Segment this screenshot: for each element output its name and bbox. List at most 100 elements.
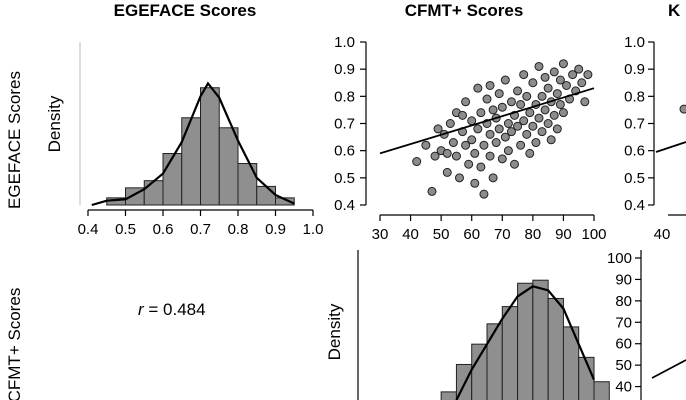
x-tick-label: 0.4	[78, 221, 99, 238]
scatter-point	[491, 138, 501, 148]
scatter-point	[433, 124, 443, 134]
scatter-point	[525, 108, 535, 118]
x-tick-label: 30	[372, 226, 389, 243]
scatter-point	[448, 138, 458, 148]
third-column-partial: 0.4 0.5 0.6 0.7 0.8 0.9 1.0 40	[624, 34, 686, 243]
scatter-point	[561, 80, 571, 90]
scatter-point	[470, 178, 480, 188]
regression-line	[651, 359, 686, 379]
y-tick-label: 100	[607, 250, 632, 267]
scatter-point	[528, 78, 538, 88]
header-egeface: EGEFACE Scores	[114, 1, 257, 20]
scatter-point	[506, 97, 516, 107]
scatter-point	[574, 64, 584, 74]
density-curve	[455, 285, 596, 400]
histogram-bar	[162, 153, 183, 206]
correlation-value: = 0.484	[144, 300, 206, 319]
y-tick-label: 0.8	[624, 88, 645, 105]
histogram-bar	[181, 117, 201, 206]
scatter-point	[510, 159, 520, 169]
y-tick-label: 1.0	[334, 34, 355, 51]
y-tick-label: 90	[615, 271, 632, 288]
scatter-point	[522, 91, 532, 101]
row-label-egeface: EGEFACE Scores	[5, 71, 24, 209]
scatter-point	[454, 173, 464, 183]
correlation-symbol: r	[138, 300, 145, 319]
histogram-bar	[532, 279, 549, 400]
regression-line	[655, 141, 686, 153]
scatter-point	[568, 70, 578, 80]
density-label-1: Density	[45, 95, 64, 152]
scatter-point	[506, 127, 516, 137]
scatter-point	[485, 129, 495, 139]
cfmt-histogram	[357, 250, 610, 400]
histogram-bar	[501, 306, 519, 400]
scatter-point	[549, 67, 559, 77]
scatter-point	[540, 105, 550, 115]
histogram-bar	[200, 87, 220, 206]
scatter-point	[558, 59, 568, 69]
scatter-point	[427, 186, 437, 196]
cfmt-partial-third-column: 40 50 60 70 80 90 100	[607, 250, 686, 400]
scatter-point	[513, 121, 523, 131]
y-tick-label: 0.6	[624, 143, 645, 160]
scatter-point	[476, 162, 486, 172]
x-tick-label: 0.7	[190, 221, 211, 238]
scatter-point	[555, 99, 565, 109]
scatter-point	[412, 157, 422, 167]
x-tick-label: 100	[581, 226, 606, 243]
scatter-point	[531, 138, 541, 148]
y-tick-label: 1.0	[624, 34, 645, 51]
scatter-point	[537, 91, 547, 101]
scatter-point	[525, 148, 535, 158]
correlation-label: r = 0.484	[138, 300, 206, 319]
y-tick-label: 0.5	[624, 170, 645, 187]
scatter-point	[500, 75, 510, 85]
scatter-point	[534, 61, 544, 71]
y-tick-label: 80	[615, 293, 632, 310]
scatter-point	[430, 151, 440, 161]
scatter-point	[445, 119, 455, 128]
scatter-point	[458, 110, 468, 120]
scatter-point	[421, 140, 431, 150]
scatter-point	[583, 70, 593, 80]
y-tick-label: 0.7	[334, 116, 355, 133]
scatter-point	[482, 94, 492, 104]
histogram-bar	[517, 282, 534, 400]
scatter-point	[479, 189, 489, 199]
y-tick-label: 0.9	[334, 61, 355, 78]
scatter-point	[461, 97, 471, 107]
y-tick-label: 0.4	[624, 197, 645, 214]
scatter-point	[543, 119, 553, 128]
egeface-histogram: 0.4 0.5 0.6 0.7 0.8 0.9 1.0	[78, 42, 323, 238]
scatter-point	[473, 83, 483, 93]
header-third-partial: K	[668, 1, 681, 20]
regression-line	[379, 87, 595, 155]
scatter-point	[494, 89, 504, 99]
scatter-point	[534, 113, 544, 123]
scatter-point	[479, 140, 489, 150]
x-tick-label: 40	[402, 226, 419, 243]
y-tick-label: 0.8	[334, 88, 355, 105]
scatter-point	[497, 102, 507, 112]
scatter-point	[528, 121, 538, 131]
density-label-2: Density	[325, 303, 344, 360]
y-tick-label: 0.4	[334, 197, 355, 214]
y-tick-label: 40	[615, 379, 632, 396]
scatter-point	[476, 108, 486, 118]
histogram-bar	[486, 323, 503, 400]
scatter-point	[485, 151, 495, 161]
y-tick-label: 0.5	[334, 170, 355, 187]
scatter-point	[503, 119, 513, 128]
scatter-point	[522, 129, 532, 139]
x-tick-label: 70	[494, 226, 511, 243]
x-tick-label: 90	[555, 226, 572, 243]
scatter-point	[494, 124, 504, 134]
scatter-point	[485, 80, 495, 90]
x-tick-label: 0.9	[265, 221, 286, 238]
scatter-point	[442, 148, 452, 158]
y-tick-label: 0.7	[624, 116, 645, 133]
histogram-bar	[143, 180, 164, 206]
